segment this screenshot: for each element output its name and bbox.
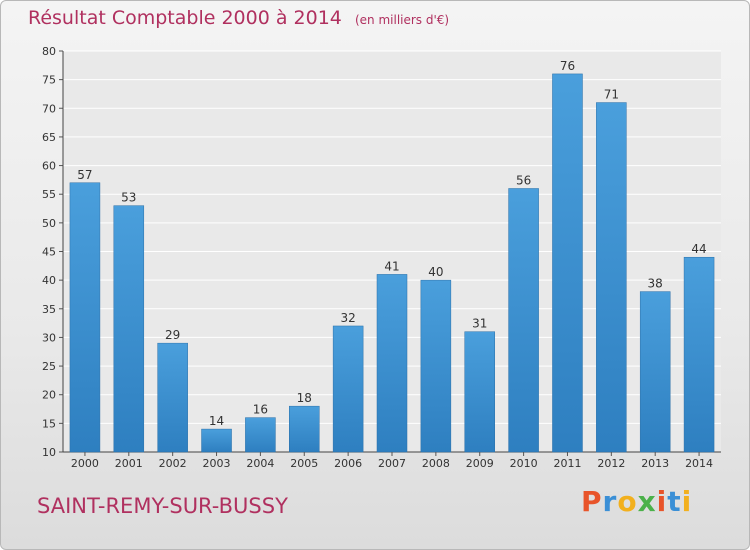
y-tick-label: 65 (42, 131, 56, 144)
y-tick-label: 70 (42, 102, 56, 115)
y-tick-label: 35 (42, 303, 56, 316)
bar (69, 182, 101, 453)
data-label: 16 (253, 403, 268, 417)
bar (157, 342, 188, 453)
bar (639, 291, 671, 453)
data-label: 56 (516, 173, 531, 187)
data-label: 40 (428, 265, 443, 279)
bar (113, 205, 145, 453)
y-tick-label: 55 (42, 188, 56, 201)
y-tick-label: 25 (42, 360, 56, 373)
logo-letter: o (617, 485, 638, 518)
chart-title: Résultat Comptable 2000 à 2014 (28, 7, 342, 29)
x-tick-label: 2006 (334, 457, 362, 470)
x-tick-label: 2004 (246, 457, 274, 470)
x-tick-label: 2001 (115, 457, 143, 470)
logo-letter: x (637, 485, 657, 518)
chart-subtitle: (en milliers d'€) (354, 13, 450, 27)
y-tick-label: 15 (42, 417, 56, 430)
y-tick-label: 75 (42, 74, 56, 87)
x-tick-label: 2008 (422, 457, 450, 470)
x-tick-label: 2009 (466, 457, 494, 470)
bar (332, 325, 364, 453)
chart-title-block: Résultat Comptable 2000 à 2014 (en milli… (28, 7, 449, 29)
x-tick-label: 2003 (203, 457, 231, 470)
data-label: 76 (560, 59, 575, 73)
y-tick-label: 20 (42, 389, 56, 402)
data-label: 31 (472, 317, 487, 331)
data-label: 14 (209, 414, 224, 428)
data-label: 57 (77, 168, 92, 182)
x-tick-label: 2002 (159, 457, 187, 470)
y-tick-label: 10 (42, 446, 56, 459)
y-tick-label: 40 (42, 274, 56, 287)
data-label: 32 (340, 311, 355, 325)
bar (508, 188, 539, 453)
x-tick-label: 2010 (510, 457, 538, 470)
x-tick-label: 2013 (641, 457, 669, 470)
data-label: 41 (384, 259, 399, 273)
y-tick-label: 30 (42, 331, 56, 344)
data-label: 29 (165, 328, 180, 342)
y-tick-label: 60 (42, 160, 56, 173)
bar (552, 73, 583, 453)
bar (596, 102, 627, 453)
y-tick-label: 80 (42, 45, 56, 58)
commune-name: SAINT-REMY-SUR-BUSSY (37, 494, 288, 518)
data-label: 71 (604, 88, 619, 102)
bar (420, 279, 452, 453)
x-tick-label: 2012 (597, 457, 625, 470)
bar (289, 405, 320, 453)
bar (201, 428, 232, 453)
x-tick-label: 2000 (71, 457, 99, 470)
bar (683, 256, 715, 453)
data-label: 18 (297, 391, 312, 405)
data-label: 53 (121, 191, 136, 205)
x-tick-label: 2007 (378, 457, 406, 470)
y-tick-label: 50 (42, 217, 56, 230)
bar (376, 274, 408, 453)
logo-letter: t (667, 485, 682, 518)
y-tick-label: 45 (42, 246, 56, 259)
x-tick-label: 2005 (290, 457, 318, 470)
x-tick-label: 2011 (553, 457, 581, 470)
logo-letter: P (581, 485, 603, 518)
bar (464, 331, 495, 453)
data-label: 38 (648, 277, 663, 291)
x-tick-label: 2014 (685, 457, 713, 470)
bar (245, 417, 276, 453)
proxiti-logo[interactable]: Proxiti (581, 485, 692, 518)
logo-letter: r (602, 485, 618, 518)
data-label: 44 (691, 242, 706, 256)
logo-letter: i (681, 485, 693, 518)
logo-letter: i (656, 485, 668, 518)
